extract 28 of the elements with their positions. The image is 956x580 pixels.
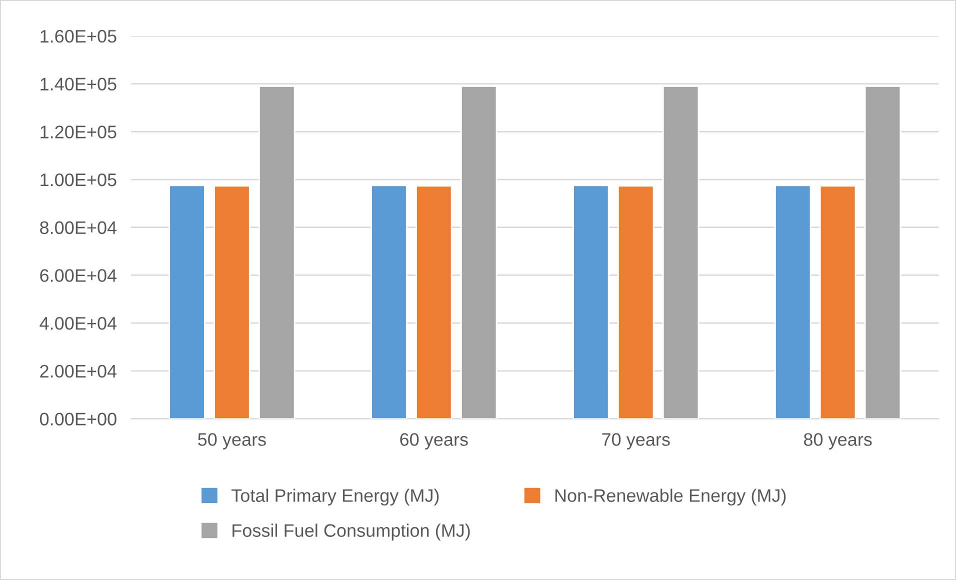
legend-label: Total Primary Energy (MJ)	[232, 488, 439, 506]
bar	[214, 185, 250, 419]
legend-label: Fossil Fuel Consumption (MJ)	[232, 524, 470, 541]
bar	[774, 184, 812, 419]
y-tick-label: 6.00E+04	[40, 269, 117, 282]
bar	[662, 86, 700, 419]
y-tick-label: 1.60E+05	[40, 30, 116, 43]
legend-label: Non-Renewable Energy (MJ)	[555, 488, 786, 506]
bar	[258, 86, 296, 419]
y-tick-label: 1.20E+05	[40, 126, 116, 138]
bar	[572, 184, 610, 419]
x-tick-label: 50 years	[198, 433, 266, 450]
bar	[416, 185, 452, 419]
bar	[460, 86, 498, 419]
bar	[819, 185, 856, 419]
x-tick-label: 60 years	[400, 433, 468, 450]
y-tick-label: 2.00E+04	[40, 364, 117, 378]
x-tick-label: 80 years	[804, 433, 872, 450]
y-tick-label: 1.00E+05	[40, 173, 116, 186]
y-tick-label: 8.00E+04	[40, 221, 117, 234]
y-tick-label: 1.40E+05	[40, 78, 116, 91]
y-tick-label: 0.00E+00	[40, 412, 116, 426]
bar	[370, 184, 408, 419]
bar	[617, 185, 654, 419]
y-tick-label: 4.00E+04	[40, 316, 117, 330]
x-tick-label: 70 years	[602, 433, 670, 450]
bar	[864, 86, 902, 419]
bar	[168, 184, 206, 419]
